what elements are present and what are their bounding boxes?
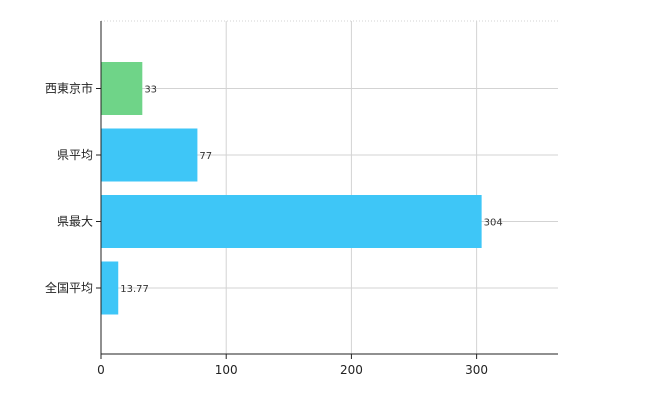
bar	[101, 195, 482, 248]
axes	[100, 21, 558, 355]
bar-value-label: 304	[484, 218, 503, 229]
data-labels: 33 77 304 13.77	[120, 85, 502, 296]
bar-value-label: 33	[144, 85, 157, 96]
y-tick-label: 西東京市	[45, 81, 93, 96]
grid-lines	[101, 20, 558, 354]
y-tick-label: 県最大	[57, 215, 93, 229]
y-tick-label: 県平均	[57, 148, 93, 162]
bar	[101, 261, 119, 315]
x-tick-label: 0	[97, 363, 105, 377]
y-tick-label: 全国平均	[45, 280, 93, 295]
bar	[101, 128, 198, 182]
x-tick-label: 200	[340, 363, 363, 377]
bars	[101, 62, 482, 315]
bar-value-label: 13.77	[120, 284, 149, 295]
bar	[101, 62, 143, 115]
x-tick-label: 300	[465, 363, 488, 377]
x-tick-label: 100	[215, 363, 238, 377]
x-axis-ticks: 0 100 200 300	[97, 354, 488, 377]
bar-value-label: 77	[199, 151, 212, 162]
